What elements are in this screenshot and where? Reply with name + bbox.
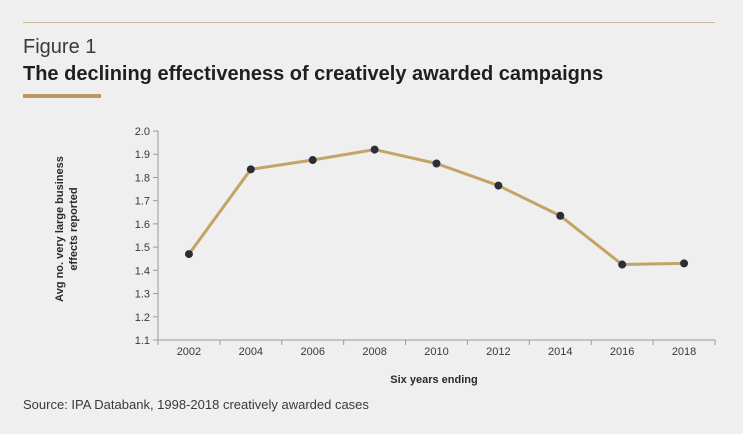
x-tick-label: 2008: [362, 346, 386, 358]
y-tick-label: 1.7: [135, 196, 150, 208]
y-tick-label: 1.6: [135, 219, 150, 231]
axes: [153, 130, 716, 345]
y-tick-label: 1.8: [135, 172, 150, 184]
chart-title: The declining effectiveness of creativel…: [23, 63, 604, 85]
data-point: [680, 259, 689, 268]
data-point: [618, 260, 627, 269]
x-tick-label: 2016: [610, 346, 634, 358]
data-point: [494, 181, 503, 190]
data-point: [370, 145, 379, 154]
y-axis-label-line-1: Avg no. very large business: [54, 156, 66, 302]
y-tick-label: 1.5: [135, 242, 150, 254]
y-axis-label-line-2: effects reported: [68, 187, 80, 270]
source-note: Source: IPA Databank, 1998-2018 creative…: [23, 397, 369, 412]
figure-label: Figure 1: [23, 36, 97, 58]
y-tick-label: 1.2: [135, 312, 150, 324]
y-tick-label: 1.1: [135, 335, 150, 347]
data-point: [556, 211, 565, 220]
x-axis-title: Six years ending: [390, 374, 477, 386]
x-tick-label: 2012: [486, 346, 510, 358]
top-divider: [23, 22, 715, 23]
data-point: [184, 250, 193, 259]
data-point: [432, 159, 441, 168]
x-tick-labels: 2002 2004 2006 2008 2010 2012 2014 2016 2018: [177, 346, 697, 358]
x-tick-label: 2014: [548, 346, 572, 358]
x-tick-label: 2010: [424, 346, 448, 358]
y-tick-labels: 1.1 1.2 1.3 1.4 1.5 1.6 1.7 1.8 1.9 2.0: [135, 126, 150, 347]
y-tick-label: 1.4: [135, 265, 150, 277]
data-point: [246, 165, 255, 174]
y-tick-label: 2.0: [135, 126, 150, 138]
y-tick-label: 1.9: [135, 149, 150, 161]
data-point: [308, 156, 317, 165]
y-axis-title: Avg no. very large business effects repo…: [54, 156, 80, 302]
x-tick-label: 2004: [239, 346, 263, 358]
x-tick-label: 2018: [672, 346, 696, 358]
x-tick-label: 2006: [300, 346, 324, 358]
y-tick-label: 1.3: [135, 289, 150, 301]
x-tick-label: 2002: [177, 346, 201, 358]
series-markers: [184, 145, 689, 269]
title-accent-bar: [23, 94, 101, 98]
